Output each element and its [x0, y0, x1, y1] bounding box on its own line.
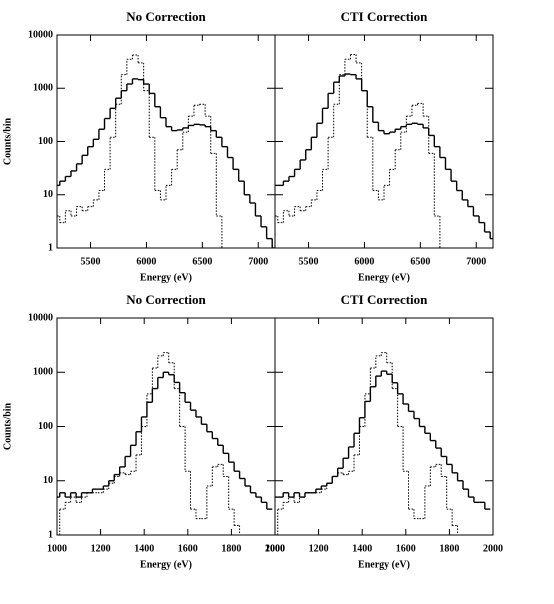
x-tick-label: 5500 — [81, 256, 101, 267]
series — [57, 78, 275, 248]
x-tick-label: 1200 — [309, 543, 329, 554]
y-tick-label: 1 — [48, 242, 53, 253]
series — [275, 370, 491, 510]
series — [275, 73, 493, 240]
y-axis-label: Counts/bin — [2, 117, 13, 165]
x-tick-label: 2000 — [483, 543, 503, 554]
y-tick-label: 100 — [38, 136, 53, 147]
x-tick-label: 1000 — [47, 543, 67, 554]
x-tick-label: 1000 — [265, 543, 285, 554]
x-tick-label: 7000 — [466, 256, 486, 267]
series — [57, 54, 228, 248]
x-axis-label: Energy (eV) — [140, 559, 192, 570]
x-tick-label: 1400 — [134, 543, 154, 554]
y-axis-label: Counts/bin — [2, 402, 13, 450]
plot-frame — [56, 317, 276, 536]
panel: CTI Correction Energy (eV) 1000 1200 1400 160… — [265, 292, 503, 570]
x-tick-label: 1800 — [221, 543, 241, 554]
y-tick-label: 1000 — [33, 83, 53, 94]
plot-area — [275, 352, 491, 535]
x-tick-label: 6500 — [192, 256, 212, 267]
x-tick-label: 6000 — [136, 256, 156, 267]
y-tick-label: 1 — [48, 529, 53, 540]
plot-area — [275, 54, 493, 248]
panel: CTI Correction Energy (eV) 5500 6000 6500 700… — [274, 9, 494, 283]
x-tick-label: 2000 — [265, 543, 285, 554]
y-tick-label: 10 — [43, 475, 53, 486]
x-axis-label: Energy (eV) — [140, 272, 192, 283]
x-tick-label: 7000 — [248, 256, 268, 267]
panel-title: No Correction — [126, 292, 206, 307]
plot-frame — [274, 34, 494, 249]
y-tick-label: 10000 — [28, 29, 53, 40]
x-tick-label: 6000 — [354, 256, 374, 267]
x-tick-label: 1600 — [396, 543, 416, 554]
x-tick-label: 1200 — [91, 543, 111, 554]
y-tick-label: 10000 — [28, 312, 53, 323]
plot-frame — [56, 34, 276, 249]
panel-title: No Correction — [126, 9, 206, 24]
y-tick-label: 10 — [43, 189, 53, 200]
x-axis-label: Energy (eV) — [358, 272, 410, 283]
x-tick-label: 1600 — [178, 543, 198, 554]
series — [57, 352, 246, 535]
y-tick-label: 1000 — [33, 367, 53, 378]
plot-area — [57, 54, 275, 248]
plot-frame — [274, 317, 494, 536]
panel-title: CTI Correction — [341, 9, 429, 24]
panel-title: CTI Correction — [341, 292, 429, 307]
plot-area — [57, 352, 273, 535]
y-tick-label: 100 — [38, 421, 53, 432]
x-tick-label: 6500 — [410, 256, 430, 267]
series — [275, 54, 446, 248]
x-tick-label: 1400 — [352, 543, 372, 554]
series — [57, 371, 273, 510]
panel: No Correction Energy (eV) Counts/bin 5500 60… — [2, 9, 276, 283]
series — [275, 352, 464, 535]
x-tick-label: 1800 — [439, 543, 459, 554]
x-axis-label: Energy (eV) — [358, 559, 410, 570]
x-tick-label: 5500 — [299, 256, 319, 267]
